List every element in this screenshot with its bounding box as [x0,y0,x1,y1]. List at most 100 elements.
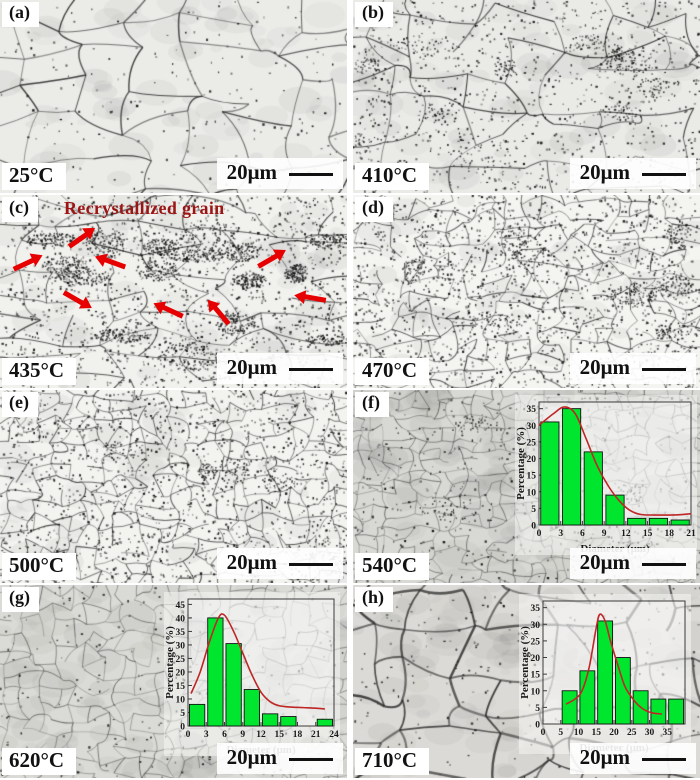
scale-bar: 20μm [216,548,343,579]
panel-letter-label: (b) [355,2,393,27]
panel-letter-label: (g) [2,587,39,612]
recrystallized-grain-arrow-icon [92,249,128,274]
svg-text:6: 6 [222,730,227,740]
micrograph-panel-a: (a) 25°C 20μm [0,0,347,193]
panel-letter-label: (e) [2,392,38,417]
recrystallized-grain-arrow-icon [255,243,290,272]
scale-bar-line [642,563,686,566]
svg-text:10: 10 [574,728,584,738]
micrograph-panel-d: (d) 470°C 20μm [353,195,700,388]
scale-bar-line [289,368,333,371]
svg-text:5: 5 [531,505,536,515]
svg-text:0: 0 [180,723,185,733]
temperature-label: 500°C [2,552,77,580]
svg-text:24: 24 [329,730,339,740]
svg-text:0: 0 [531,522,536,532]
svg-text:0: 0 [537,529,542,539]
svg-text:0: 0 [541,728,546,738]
scale-bar: 20μm [569,548,696,579]
svg-text:20: 20 [176,668,186,678]
scale-bar-label: 20μm [226,160,277,184]
svg-text:3: 3 [204,730,209,740]
svg-text:15: 15 [176,682,186,692]
recrystallized-grain-arrow-icon [11,248,46,275]
svg-text:10: 10 [527,488,537,498]
recrystallized-grain-arrow-icon [61,286,96,315]
recrystallized-grain-arrow-icon [293,288,327,307]
recrystallized-grain-annotation: Recrystallized grain [64,198,225,218]
scale-bar-label: 20μm [579,745,630,769]
scale-bar-label: 20μm [226,550,277,574]
svg-text:20: 20 [609,728,619,738]
panel-letter-label: (h) [355,587,393,612]
svg-text:35: 35 [527,405,537,415]
grain-size-histogram-f: 05101520253035036912151821Diameter (μm)P… [515,395,697,555]
recrystallized-grain-arrow-icon [65,222,100,252]
scale-bar: 20μm [216,158,343,189]
temperature-label: 620°C [2,747,77,775]
scale-bar: 20μm [569,353,696,384]
micrograph-panel-f: 05101520253035036912151821Diameter (μm)P… [353,390,700,583]
svg-text:15: 15 [527,472,537,482]
scale-bar-line [289,563,333,566]
micrograph-panel-e: (e) 500°C 20μm [0,390,347,583]
svg-text:18: 18 [665,529,675,539]
scale-bar-line [642,368,686,371]
scale-bar: 20μm [216,743,343,774]
svg-text:5: 5 [180,709,185,719]
svg-text:10: 10 [531,687,541,697]
svg-text:21: 21 [311,730,321,740]
svg-text:18: 18 [293,730,303,740]
scale-bar-label: 20μm [226,355,277,379]
scale-bar: 20μm [569,743,696,774]
panel-letter-label: (a) [2,2,39,27]
svg-text:0: 0 [186,730,191,740]
panel-letter-label: (c) [2,197,38,222]
svg-text:25: 25 [527,438,537,448]
micrograph-panel-g: 05101520253035404503691215182124Diameter… [0,585,347,778]
svg-text:12: 12 [621,529,631,539]
svg-text:45: 45 [176,601,186,611]
svg-text:Percentage (%): Percentage (%) [164,626,176,699]
panel-letter-label: (f) [355,392,389,417]
grain-size-histogram-g: 05101520253035404503691215182124Diameter… [164,592,340,756]
scale-bar-label: 20μm [226,745,277,769]
svg-text:30: 30 [527,422,537,432]
svg-text:20: 20 [527,455,537,465]
svg-text:Percentage (%): Percentage (%) [519,626,531,699]
svg-text:10: 10 [176,695,186,705]
svg-text:35: 35 [663,728,673,738]
svg-text:25: 25 [176,655,186,665]
svg-text:20: 20 [531,654,541,664]
scale-bar: 20μm [569,158,696,189]
temperature-label: 25°C [2,162,66,190]
recrystallized-grain-arrow-icon [150,296,186,323]
svg-text:3: 3 [558,529,563,539]
temperature-label: 540°C [355,552,430,580]
svg-text:21: 21 [686,529,696,539]
svg-text:35: 35 [176,628,186,638]
svg-text:5: 5 [558,728,563,738]
svg-text:6: 6 [580,529,585,539]
svg-text:40: 40 [176,614,186,624]
svg-text:30: 30 [531,621,541,631]
svg-text:15: 15 [643,529,653,539]
svg-text:30: 30 [645,728,655,738]
temperature-label: 710°C [355,747,430,775]
micrograph-panel-h: 0510152025303505101520253035Diameter (μm… [353,585,700,778]
svg-text:30: 30 [176,641,186,651]
scale-bar-line [642,758,686,761]
grain-size-histogram-h: 0510152025303505101520253035Diameter (μm… [519,594,691,754]
scale-bar-line [289,173,333,176]
svg-text:12: 12 [256,730,266,740]
svg-text:35: 35 [531,604,541,614]
scale-bar-line [289,758,333,761]
svg-text:15: 15 [592,728,602,738]
micrograph-panel-b: (b) 410°C 20μm [353,0,700,193]
svg-text:5: 5 [535,704,540,714]
temperature-label: 410°C [355,162,430,190]
temperature-label: 435°C [2,357,77,385]
temperature-label: 470°C [355,357,430,385]
scale-bar-line [642,173,686,176]
svg-text:15: 15 [275,730,285,740]
